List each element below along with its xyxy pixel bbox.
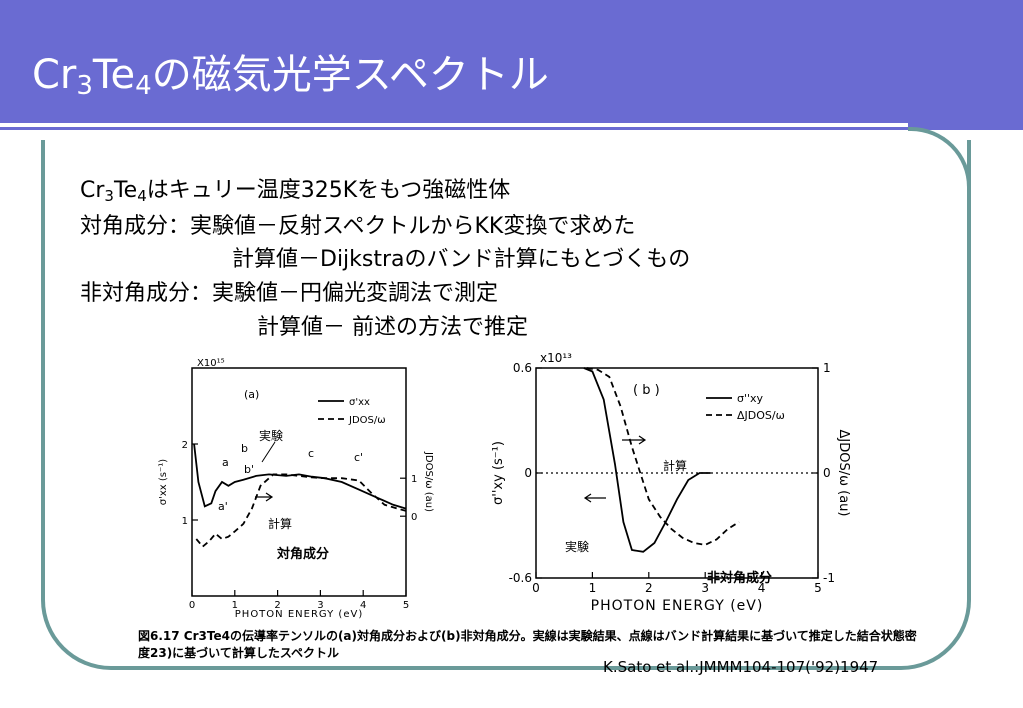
x-tick-label: 5 bbox=[403, 600, 409, 611]
chart-annotation: 対角成分 bbox=[276, 546, 329, 562]
content-frame bbox=[41, 140, 971, 670]
y2-axis-label: JDOS/ω (au) bbox=[423, 451, 434, 512]
x-tick-label: 3 bbox=[701, 581, 709, 595]
plot-frame bbox=[191, 367, 407, 597]
body-line-2: 対角成分：実験値－反射スペクトルからKK変換で求めた bbox=[80, 214, 636, 239]
curve-letter: a bbox=[222, 456, 229, 469]
y2-tick-label: 0 bbox=[823, 466, 831, 480]
x-tick-label: 4 bbox=[758, 581, 766, 595]
legend-label: ΔJDOS/ω bbox=[737, 409, 785, 422]
annotation-pointer bbox=[261, 441, 276, 463]
x-tick-label: 0 bbox=[532, 581, 540, 595]
curve-letter: c' bbox=[354, 451, 363, 464]
x-tick-label: 2 bbox=[645, 581, 653, 595]
legend-label: JDOS/ω bbox=[348, 415, 386, 426]
curve-letter: a' bbox=[218, 500, 228, 513]
body-line-1: Cr3Te4はキュリー温度325Kをもつ強磁性体 bbox=[80, 178, 511, 205]
y2-tick-label: 1 bbox=[411, 474, 417, 485]
y-tick-label: -0.6 bbox=[509, 571, 532, 585]
scale-note: x10¹³ bbox=[540, 351, 572, 365]
x-axis-label: PHOTON ENERGY (eV) bbox=[235, 609, 363, 620]
series-line-jdos bbox=[195, 473, 407, 548]
y2-axis-label: ΔJDOS/ω (au) bbox=[836, 430, 851, 517]
y2-tick-label: 1 bbox=[823, 361, 831, 375]
x-tick-label: 5 bbox=[814, 581, 822, 595]
chart-annotation: 計算 bbox=[663, 458, 687, 473]
body-line-5: 計算値－ 前述の方法で推定 bbox=[257, 315, 528, 340]
x-tick-label: 2 bbox=[274, 600, 280, 611]
series-line-sigma bbox=[193, 443, 407, 510]
body-line-3: 計算値－Dijkstraのバンド計算にもとづくもの bbox=[232, 247, 691, 272]
x-tick-label: 0 bbox=[189, 600, 195, 611]
x-tick-label: 4 bbox=[360, 600, 366, 611]
scale-note: X10¹⁵ bbox=[197, 358, 225, 369]
slide-title: Cr3Te4の磁気光学スペクトル bbox=[32, 52, 549, 101]
body-line-4: 非対角成分：実験値－円偏光変調法で測定 bbox=[80, 281, 499, 306]
series-line-jdos bbox=[586, 367, 740, 546]
y-tick-label: 0 bbox=[524, 466, 532, 480]
curve-letter: c bbox=[308, 447, 314, 460]
figure-caption: 図6.17 Cr3Te4の伝導率テンソルの(a)対角成分および(b)非対角成分。… bbox=[138, 629, 917, 660]
y2-tick-label: 0 bbox=[411, 512, 417, 523]
y-axis-label: σ'xx (s⁻¹) bbox=[158, 459, 169, 506]
x-tick-label: 3 bbox=[317, 600, 323, 611]
chart-annotation: 計算 bbox=[268, 516, 292, 531]
header-band bbox=[0, 0, 1023, 130]
legend-label: σ''xy bbox=[737, 392, 764, 405]
arrow-right bbox=[255, 492, 274, 502]
header-underline bbox=[0, 123, 908, 127]
x-axis-label: PHOTON ENERGY (eV) bbox=[591, 598, 764, 614]
panel-label: (a) bbox=[244, 388, 259, 401]
y-axis-label: σ''xy (s⁻¹) bbox=[491, 441, 506, 505]
chart-annotation: 非対角成分 bbox=[707, 570, 772, 586]
citation: K.Sato et al.:JMMM104-107('92)1947 bbox=[603, 658, 879, 676]
legend-label: σ'xx bbox=[349, 397, 370, 408]
panel-label: ( b ) bbox=[633, 383, 660, 398]
y-tick-label: 2 bbox=[182, 440, 188, 451]
chart-annotation: 実験 bbox=[565, 539, 589, 554]
y-tick-label: 0.6 bbox=[513, 361, 532, 375]
x-tick-label: 1 bbox=[589, 581, 597, 595]
series-line-sigma bbox=[583, 367, 711, 553]
curve-letter: b bbox=[241, 442, 248, 455]
y-tick-label: 1 bbox=[182, 516, 188, 527]
y2-tick-label: -1 bbox=[823, 571, 835, 585]
chart-annotation: 実験 bbox=[259, 428, 283, 443]
arrow-left bbox=[583, 493, 606, 503]
curve-letter: b' bbox=[244, 463, 254, 476]
arrow-right bbox=[622, 435, 647, 445]
x-tick-label: 1 bbox=[232, 600, 238, 611]
